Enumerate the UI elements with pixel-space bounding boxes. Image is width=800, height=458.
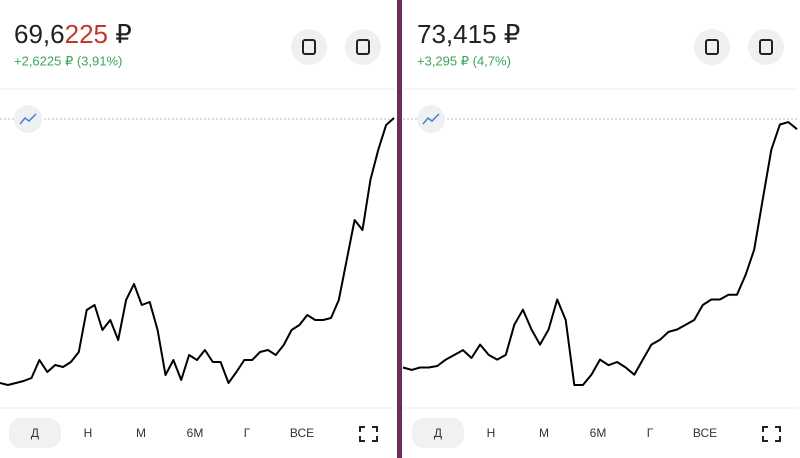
chart-type-icon xyxy=(19,113,37,125)
button-icon xyxy=(705,39,719,55)
period-tab[interactable]: 6М xyxy=(187,426,204,440)
alert-button[interactable] xyxy=(748,29,784,65)
note-button[interactable] xyxy=(291,29,327,65)
button-icon xyxy=(356,39,370,55)
active-tab-bg xyxy=(9,418,61,448)
period-tab[interactable]: Д xyxy=(31,426,39,440)
price-part: 73,415 xyxy=(417,19,497,49)
chart-type-button[interactable] xyxy=(14,105,42,133)
period-tab[interactable]: Н xyxy=(487,426,496,440)
active-tab-bg xyxy=(412,418,464,448)
alert-button[interactable] xyxy=(345,29,381,65)
price: 73,415 ₽ xyxy=(417,19,520,49)
price-part: ₽ xyxy=(504,19,521,49)
period-tab[interactable]: М xyxy=(539,426,549,440)
price-change: +2,6225 ₽ (3,91%) xyxy=(14,53,122,68)
fullscreen-button[interactable] xyxy=(762,426,781,442)
period-tab[interactable]: Н xyxy=(84,426,93,440)
price-change: +3,295 ₽ (4,7%) xyxy=(417,53,511,68)
note-button[interactable] xyxy=(694,29,730,65)
period-tab[interactable]: Д xyxy=(434,426,442,440)
period-tab[interactable]: ВСЕ xyxy=(693,426,717,440)
price-part: 69,6 xyxy=(14,19,65,49)
chart-type-button[interactable] xyxy=(417,105,445,133)
price: 69,6225 ₽ xyxy=(14,19,132,49)
period-tab[interactable]: М xyxy=(136,426,146,440)
price-part: 225 xyxy=(65,19,108,49)
price-line xyxy=(402,121,798,386)
chart-type-icon xyxy=(422,113,440,125)
price-line xyxy=(0,117,395,386)
button-icon xyxy=(302,39,316,55)
divider xyxy=(397,0,402,458)
button-icon xyxy=(759,39,773,55)
price-part: ₽ xyxy=(115,19,132,49)
period-tab[interactable]: 6М xyxy=(590,426,607,440)
fullscreen-button[interactable] xyxy=(359,426,378,442)
period-tab[interactable]: ВСЕ xyxy=(290,426,314,440)
period-tab[interactable]: Г xyxy=(244,426,251,440)
period-tab[interactable]: Г xyxy=(647,426,654,440)
